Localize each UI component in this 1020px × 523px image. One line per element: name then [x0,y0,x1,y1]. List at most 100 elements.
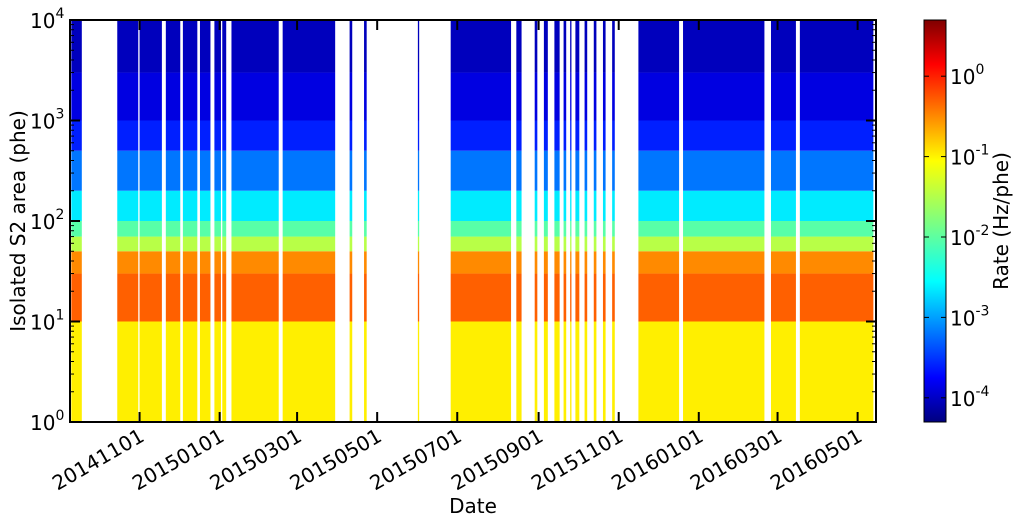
heatmap-cell [612,321,615,422]
heatmap-cell [534,221,538,237]
heatmap-cell [516,20,522,73]
heatmap-cell [222,273,227,322]
heatmap-cell [612,20,615,73]
heatmap-cell [683,150,765,191]
heatmap-cell [584,120,588,151]
heatmap-cell [364,236,367,252]
heatmap-cell [554,221,560,237]
heatmap-cell [165,120,181,151]
heatmap-cell [364,190,367,221]
heatmap-cell [165,236,181,252]
heatmap-cell [575,72,580,121]
heatmap-cell [612,221,615,237]
heatmap-cell [182,221,198,237]
heatmap-cell [450,251,512,274]
colorbar-tick-label: 10-1 [950,143,989,170]
heatmap-cell [516,120,522,151]
heatmap-cell [282,273,336,322]
heatmap-cell [516,150,522,191]
heatmap-cell [543,251,548,274]
heatmap-cell [593,236,597,252]
heatmap-cell [364,273,367,322]
heatmap-cell [770,120,796,151]
heatmap-cell [570,251,572,274]
heatmap-cell [182,251,198,274]
heatmap-cell [199,236,211,252]
x-axis-title: Date [449,494,497,518]
heatmap-cell [199,20,211,73]
heatmap-cell [231,72,279,121]
heatmap-cell [199,321,211,422]
y-tick-label: 103 [30,107,64,134]
heatmap-cell [683,72,765,121]
heatmap-cell [117,190,139,221]
heatmap-cell [543,150,548,191]
heatmap-cell [683,251,765,274]
heatmap-cell [575,120,580,151]
heatmap-cell [71,20,82,73]
heatmap-cell [612,236,615,252]
heatmap-cell [182,150,198,191]
heatmap-cell [593,221,597,237]
heatmap-cell [638,321,680,422]
heatmap-cell [71,72,82,121]
heatmap-cell [349,20,353,73]
heatmap-cell [563,251,567,274]
heatmap-cell [602,72,606,121]
heatmap-cell [165,72,181,121]
heatmap-cell [199,150,211,191]
heatmap-cell [534,236,538,252]
heatmap-cell [139,20,162,73]
heatmap-cell [231,221,279,237]
heatmap-cell [417,221,420,237]
heatmap-cell [570,190,572,221]
heatmap-cell [612,150,615,191]
y-tick-label: 104 [30,6,64,33]
heatmap-cell [683,273,765,322]
heatmap-cell [117,251,139,274]
heatmap-cell [182,190,198,221]
heatmap-cell [770,20,796,73]
heatmap-cell [349,251,353,274]
heatmap-cell [450,321,512,422]
heatmap-cell [593,251,597,274]
heatmap-cell [534,120,538,151]
heatmap-cell [182,120,198,151]
heatmap-cell [516,236,522,252]
heatmap-cell [450,273,512,322]
heatmap-cell [71,251,82,274]
heatmap-cell [231,321,279,422]
heatmap-cell [683,221,765,237]
heatmap-cell [602,221,606,237]
heatmap-cell [570,72,572,121]
heatmap-cell [282,321,336,422]
heatmap-cell [602,120,606,151]
heatmap-cell [638,221,680,237]
heatmap-cell [117,221,139,237]
heatmap-cell [543,236,548,252]
heatmap-cell [165,321,181,422]
heatmap-cell [349,321,353,422]
heatmap-cell [563,20,567,73]
heatmap-cell [349,150,353,191]
heatmap-cell [770,72,796,121]
heatmap-cell [543,190,548,221]
heatmap-cell [799,273,874,322]
heatmap-cell [554,150,560,191]
heatmap-cell [683,236,765,252]
colorbar-gradient [923,19,947,423]
heatmap-cell [543,221,548,237]
heatmap-cell [182,72,198,121]
colorbar-tick-label: 10-4 [950,384,990,411]
heatmap-cell [282,150,336,191]
colorbar-tick-label: 10-2 [950,223,989,250]
heatmap-cell [282,120,336,151]
heatmap-cell [584,273,588,322]
heatmap-cell [612,273,615,322]
heatmap-cell [563,236,567,252]
heatmap-cell [165,221,181,237]
heatmap-cell [683,190,765,221]
heatmap-cell [364,251,367,274]
heatmap-cell [139,72,162,121]
heatmap-cell [534,273,538,322]
